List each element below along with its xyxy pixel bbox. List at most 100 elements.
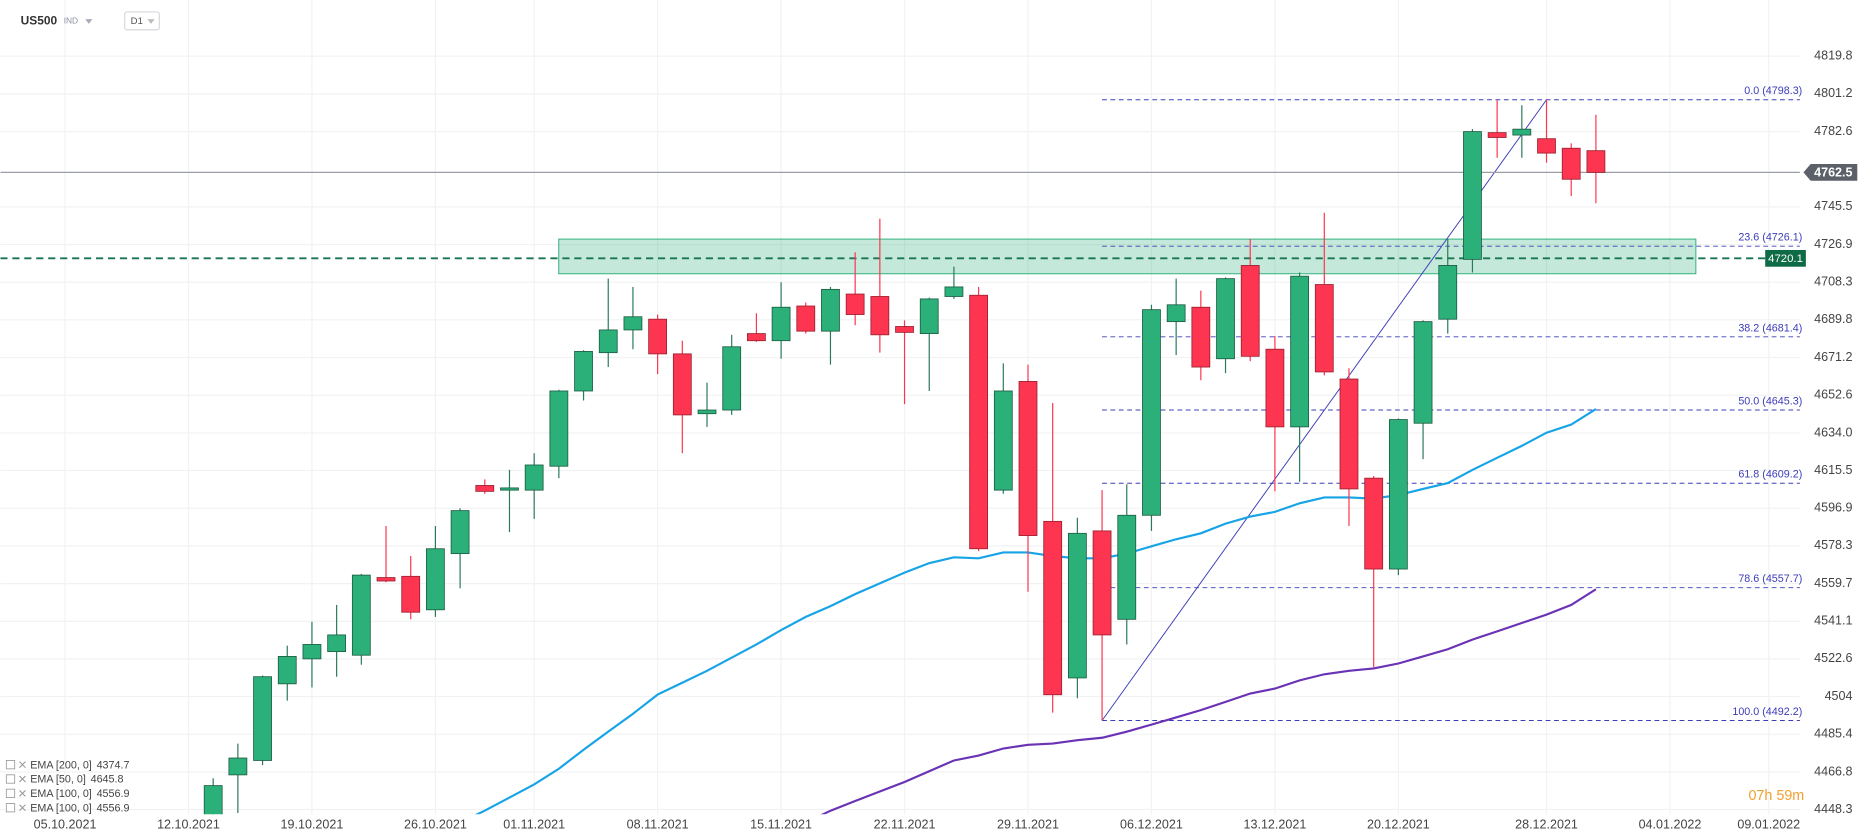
x-tick-label: 05.10.2021 (34, 817, 97, 831)
countdown: 07h 59m (1748, 788, 1804, 804)
candle-body (228, 757, 248, 776)
legend-name: EMA [50, 0] (30, 773, 86, 785)
last-price-label: 4762.5 (1814, 165, 1852, 179)
legend-name: EMA [100, 0] (30, 802, 92, 814)
x-tick-label: 28.12.2021 (1515, 817, 1578, 831)
fib-label: 38.2 (4681.4) (1738, 322, 1802, 334)
candle-body (1364, 477, 1384, 570)
legend-value: 4556.9 (97, 788, 130, 800)
timeframe-selector[interactable] (124, 11, 160, 31)
y-tick-label: 4596.9 (1814, 501, 1852, 515)
candle-body (895, 326, 914, 333)
x-tick-label: 26.10.2021 (404, 817, 467, 831)
candle-body (1117, 514, 1137, 620)
y-tick-label: 4819.8 (1814, 48, 1852, 62)
symbol: US500 (21, 14, 58, 28)
candle-body (574, 351, 593, 392)
legend-icon[interactable] (5, 760, 16, 770)
x-tick-label: 08.11.2021 (627, 817, 689, 831)
x-tick-label: 20.12.2021 (1367, 817, 1430, 831)
x-tick-label: 29.11.2021 (997, 817, 1059, 831)
y-tick-label: 4671.2 (1814, 350, 1852, 364)
support-zone (558, 238, 1697, 275)
fib-label: 0.0 (4798.3) (1744, 85, 1802, 97)
legend-icon[interactable] (5, 803, 16, 813)
candle-body (1166, 304, 1186, 323)
candle-body (376, 577, 396, 582)
y-tick-label: 4652.6 (1814, 388, 1852, 402)
candle-body (1561, 147, 1581, 180)
candle-body (944, 286, 964, 297)
x-tick-label: 13.12.2021 (1244, 817, 1307, 831)
candle-body (771, 306, 791, 342)
ema-line (820, 588, 1597, 815)
legend-name: EMA [100, 0] (30, 788, 92, 800)
candle-body (598, 329, 618, 354)
candle-body (796, 305, 816, 332)
y-tick-label: 4726.9 (1814, 237, 1852, 251)
legend-remove[interactable] (19, 761, 26, 769)
candle-body (1043, 520, 1063, 696)
legend-value: 4556.9 (97, 802, 130, 814)
candle-body (1512, 128, 1532, 136)
legend-remove[interactable] (19, 789, 26, 797)
candle-body (722, 346, 742, 411)
fib-label: 61.8 (4609.2) (1738, 469, 1802, 481)
candle-body (845, 293, 865, 315)
timeframe: D1 (131, 16, 143, 27)
candle-body (302, 644, 322, 660)
candle-body (1142, 309, 1161, 516)
candle-body (1537, 138, 1556, 154)
dropdown-caret (147, 19, 155, 24)
candle-body (549, 390, 569, 467)
candle-body (426, 548, 445, 611)
level-tag (1765, 249, 1806, 267)
candle-body (1092, 530, 1112, 636)
candle-body (1586, 150, 1606, 173)
candle-body (401, 575, 421, 613)
candle-body (475, 485, 495, 492)
y-tick-label: 4782.6 (1814, 124, 1852, 138)
candle-body (1413, 321, 1433, 424)
candle-body (1438, 265, 1458, 320)
x-tick-label: 22.11.2021 (874, 817, 936, 831)
x-tick-label: 12.10.2021 (157, 817, 220, 831)
legend-icon[interactable] (5, 788, 16, 798)
x-tick-label: 19.10.2021 (281, 817, 344, 831)
dropdown-caret[interactable] (85, 19, 93, 24)
y-tick-label: 4466.8 (1814, 764, 1852, 778)
candle-body (1339, 378, 1359, 490)
candle-body (919, 298, 939, 335)
legend-remove[interactable] (19, 804, 26, 812)
legend-icon[interactable] (5, 774, 16, 784)
candle-body (993, 390, 1013, 491)
y-tick-label: 4448.3 (1814, 802, 1852, 816)
candle-body (500, 487, 519, 491)
candle-body (1290, 275, 1309, 428)
y-tick-label: 4708.3 (1814, 275, 1852, 289)
legend-entry: EMA [100, 0] 4556.9 (30, 802, 129, 814)
x-tick-label: 04.01.2022 (1639, 817, 1702, 831)
candle-body (203, 785, 223, 815)
candle-body (450, 510, 470, 555)
legend-remove[interactable] (19, 775, 26, 783)
axes-layer: 4448.3 4466.8 4485.4 4504 4522.6 4541.1 4559.7… (34, 48, 1858, 831)
y-tick-label: 4485.4 (1814, 727, 1852, 741)
candle-body (1463, 131, 1482, 260)
y-tick-label: 4745.5 (1814, 199, 1852, 213)
candle-body (623, 316, 643, 331)
plot-area (0, 99, 1800, 815)
y-tick-label: 4504 (1825, 689, 1853, 703)
candle-body (1314, 284, 1334, 373)
candle-body (672, 353, 692, 416)
candle-body (1067, 532, 1087, 679)
candle-body (1487, 132, 1507, 138)
fib-label: 50.0 (4645.3) (1738, 396, 1802, 408)
candle-body (1265, 348, 1285, 428)
y-tick-label: 4634.0 (1814, 425, 1852, 439)
y-tick-label: 4615.5 (1814, 463, 1852, 477)
candle-body (870, 296, 890, 336)
header: US500 IND D1 (21, 11, 160, 31)
candle-body (697, 409, 717, 415)
candle-body (351, 574, 371, 656)
